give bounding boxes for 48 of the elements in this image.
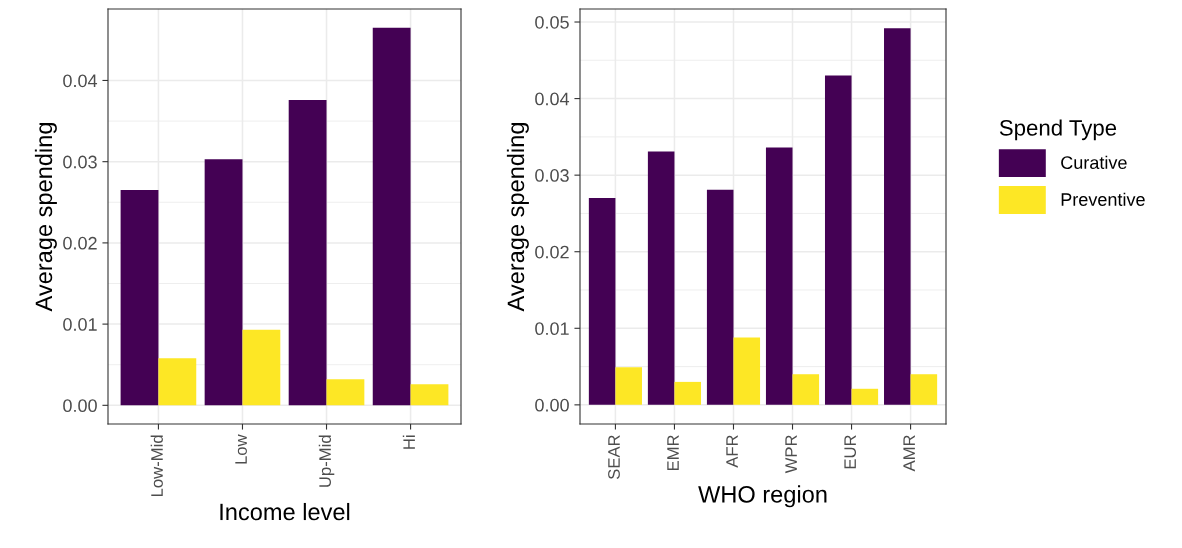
bar <box>647 151 675 405</box>
bar <box>706 189 734 405</box>
x-tick-label: WPR <box>785 435 797 474</box>
bar <box>410 384 449 406</box>
bar <box>372 27 411 406</box>
y-tick-label: 0.00 <box>63 399 97 413</box>
bar <box>242 329 281 406</box>
bar <box>158 358 197 406</box>
bar <box>674 381 702 405</box>
y-axis-title: Average spending <box>34 123 57 312</box>
y-tick-label: 0.03 <box>63 155 97 169</box>
x-tick-label: Low-Mid <box>150 435 163 497</box>
bar <box>910 374 938 405</box>
y-tick-label: 0.01 <box>63 318 97 331</box>
bar <box>851 388 879 405</box>
legend-label: Curative <box>1061 155 1127 170</box>
x-tick-label: Up-Mid <box>318 435 335 487</box>
legend-label: Preventive <box>1061 192 1145 206</box>
x-tick-label: AMR <box>903 435 915 472</box>
x-axis-title: Income level <box>220 502 350 521</box>
bar <box>792 374 820 405</box>
y-tick-label: 0.01 <box>535 322 569 336</box>
bar <box>884 28 911 405</box>
bar <box>204 159 243 406</box>
x-tick-label: EUR <box>844 435 857 469</box>
bar <box>120 190 159 406</box>
bar <box>765 147 793 405</box>
x-tick-label: EMR <box>667 435 679 471</box>
bar <box>615 367 642 405</box>
y-tick-label: 0.02 <box>535 245 569 259</box>
x-tick-label: Hi <box>402 435 415 449</box>
bar <box>824 75 852 405</box>
y-tick-label: 0.05 <box>535 15 569 29</box>
x-axis-title: WHO region <box>698 485 827 508</box>
y-tick-label: 0.00 <box>535 398 569 412</box>
bar <box>288 99 327 406</box>
bar <box>733 337 761 405</box>
y-tick-label: 0.04 <box>63 74 98 88</box>
x-tick-label: SEAR <box>608 435 620 480</box>
bar <box>326 379 365 406</box>
bar <box>588 198 616 405</box>
y-tick-label: 0.02 <box>63 236 97 250</box>
y-axis-title: Average spending <box>506 123 529 312</box>
x-tick-label: AFR <box>726 435 738 468</box>
x-tick-label: Low <box>235 434 247 464</box>
legend-title: Spend Type <box>999 119 1117 141</box>
y-tick-label: 0.04 <box>535 92 570 106</box>
y-tick-label: 0.03 <box>535 169 569 182</box>
